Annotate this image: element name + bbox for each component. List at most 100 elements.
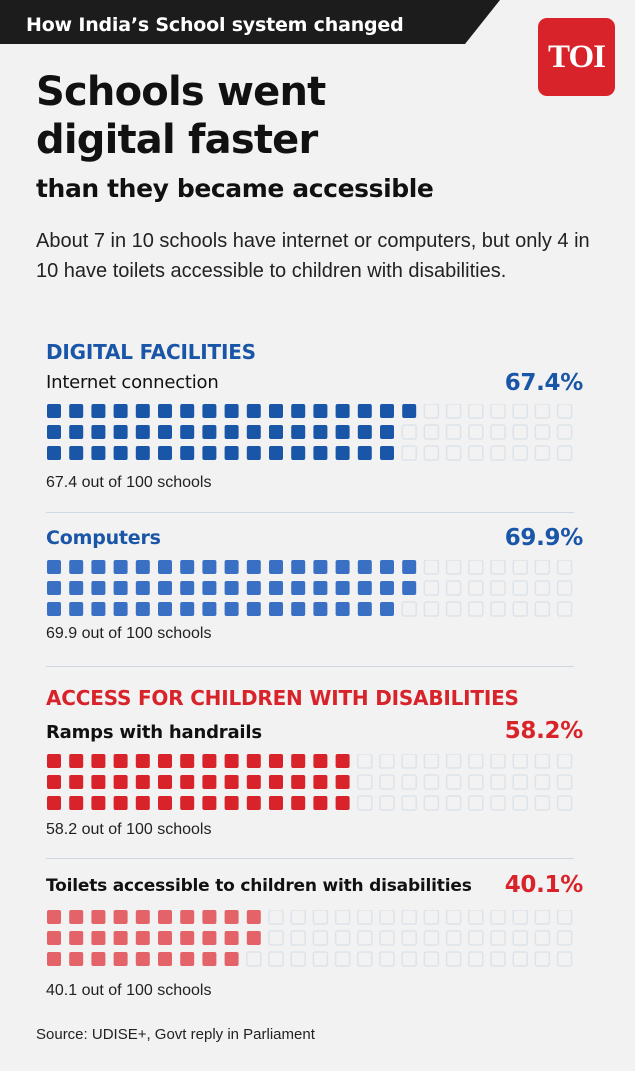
waffle-cell-filled xyxy=(246,796,261,810)
waffle-cell-filled xyxy=(180,425,195,439)
waffle-cell-empty xyxy=(401,601,417,617)
waffle-cell-filled xyxy=(113,560,128,574)
waffle-cell-filled xyxy=(158,796,172,810)
waffle-cell-empty xyxy=(423,404,440,419)
waffle-cell-empty xyxy=(445,774,462,790)
waffle-cell-filled xyxy=(202,910,217,924)
waffle-cell-filled xyxy=(135,404,150,418)
waffle-cell-filled xyxy=(202,952,217,966)
waffle-cell-filled xyxy=(47,425,61,439)
waffle-cell-filled xyxy=(269,560,283,574)
waffle-cell-empty xyxy=(512,774,528,790)
waffle-cell-empty xyxy=(379,930,395,946)
waffle-cell-filled xyxy=(291,560,306,574)
waffle-cell-filled xyxy=(180,952,195,966)
waffle-cell-filled xyxy=(313,560,328,574)
waffle-cell-filled xyxy=(291,775,306,789)
waffle-cell-filled xyxy=(269,425,283,439)
waffle-cell-filled xyxy=(224,754,239,768)
waffle-cell-empty xyxy=(246,951,262,967)
waffle-cell-empty xyxy=(556,560,573,575)
waffle-cell-empty xyxy=(445,910,462,925)
waffle-cell-filled xyxy=(91,425,106,439)
toi-logo: TOI xyxy=(538,18,615,96)
waffle-cell-empty xyxy=(534,910,551,925)
waffle-cell-empty xyxy=(490,930,506,946)
waffle-cell-empty xyxy=(556,424,573,440)
waffle-cell-empty xyxy=(534,580,551,596)
waffle-cell-filled xyxy=(246,775,261,789)
waffle-cell-filled xyxy=(246,931,261,945)
waffle-cell-empty xyxy=(468,404,484,419)
waffle-cell-filled xyxy=(202,796,217,810)
waffle-cell-filled xyxy=(69,581,84,595)
waffle-cell-empty xyxy=(445,930,462,946)
waffle-cell-filled xyxy=(180,404,195,418)
waffle-cell-filled xyxy=(202,581,217,595)
waffle-cell-empty xyxy=(445,580,462,596)
waffle-cell-empty xyxy=(512,601,528,617)
waffle-cell-empty xyxy=(468,910,484,925)
waffle-cell-filled xyxy=(91,931,106,945)
waffle-cell-filled xyxy=(69,602,84,616)
waffle-cell-filled xyxy=(269,602,283,616)
waffle-cell-filled xyxy=(380,425,394,439)
waffle-cell-filled xyxy=(246,602,261,616)
waffle-cell-empty xyxy=(534,930,551,946)
waffle-cell-filled xyxy=(313,775,328,789)
waffle-cell-filled xyxy=(135,446,150,460)
headline-line-1: Schools went xyxy=(36,69,326,115)
metric-caption-ramps: 58.2 out of 100 schools xyxy=(46,821,212,838)
waffle-cell-filled xyxy=(313,602,328,616)
waffle-cell-empty xyxy=(401,951,417,967)
waffle-cell-empty xyxy=(512,930,528,946)
waffle-cell-filled xyxy=(69,775,84,789)
waffle-cell-filled xyxy=(113,931,128,945)
waffle-cell-filled xyxy=(158,952,172,966)
source-note: Source: UDISE+, Govt reply in Parliament xyxy=(36,1026,315,1043)
waffle-cell-filled xyxy=(224,931,239,945)
waffle-cell-empty xyxy=(468,560,484,575)
waffle-cell-filled xyxy=(224,602,239,616)
waffle-cell-filled xyxy=(47,910,61,924)
waffle-cell-filled xyxy=(224,796,239,810)
waffle-cell-empty xyxy=(556,795,573,811)
waffle-cell-empty xyxy=(468,424,484,440)
waffle-cell-empty xyxy=(490,580,506,596)
waffle-computers xyxy=(47,560,573,617)
metric-caption-computers: 69.9 out of 100 schools xyxy=(46,625,212,642)
waffle-cell-empty xyxy=(423,930,440,946)
waffle-cell-empty xyxy=(357,754,373,769)
waffle-cell-empty xyxy=(534,404,551,419)
waffle-cell-filled xyxy=(402,560,417,574)
waffle-cell-filled xyxy=(335,775,350,789)
waffle-cell-empty xyxy=(312,951,329,967)
waffle-cell-empty xyxy=(423,560,440,575)
waffle-cell-empty xyxy=(401,445,417,461)
waffle-cell-filled xyxy=(202,425,217,439)
waffle-cell-empty xyxy=(490,774,506,790)
waffle-cell-filled xyxy=(380,446,394,460)
waffle-cell-empty xyxy=(290,910,306,925)
waffle-cell-filled xyxy=(135,952,150,966)
waffle-cell-empty xyxy=(468,445,484,461)
waffle-cell-filled xyxy=(246,754,261,768)
waffle-cell-filled xyxy=(224,404,239,418)
waffle-cell-filled xyxy=(224,581,239,595)
waffle-cell-filled xyxy=(69,404,84,418)
waffle-cell-filled xyxy=(113,602,128,616)
waffle-cell-filled xyxy=(113,796,128,810)
waffle-cell-filled xyxy=(202,560,217,574)
waffle-cell-filled xyxy=(47,775,61,789)
waffle-cell-empty xyxy=(556,404,573,419)
waffle-cell-filled xyxy=(113,754,128,768)
divider xyxy=(46,858,574,859)
waffle-cell-empty xyxy=(379,754,395,769)
waffle-cell-filled xyxy=(47,796,61,810)
waffle-cell-filled xyxy=(69,560,84,574)
waffle-cell-filled xyxy=(135,754,150,768)
waffle-cell-filled xyxy=(91,602,106,616)
waffle-cell-filled xyxy=(313,581,328,595)
waffle-cell-empty xyxy=(445,560,462,575)
waffle-cell-filled xyxy=(269,754,283,768)
